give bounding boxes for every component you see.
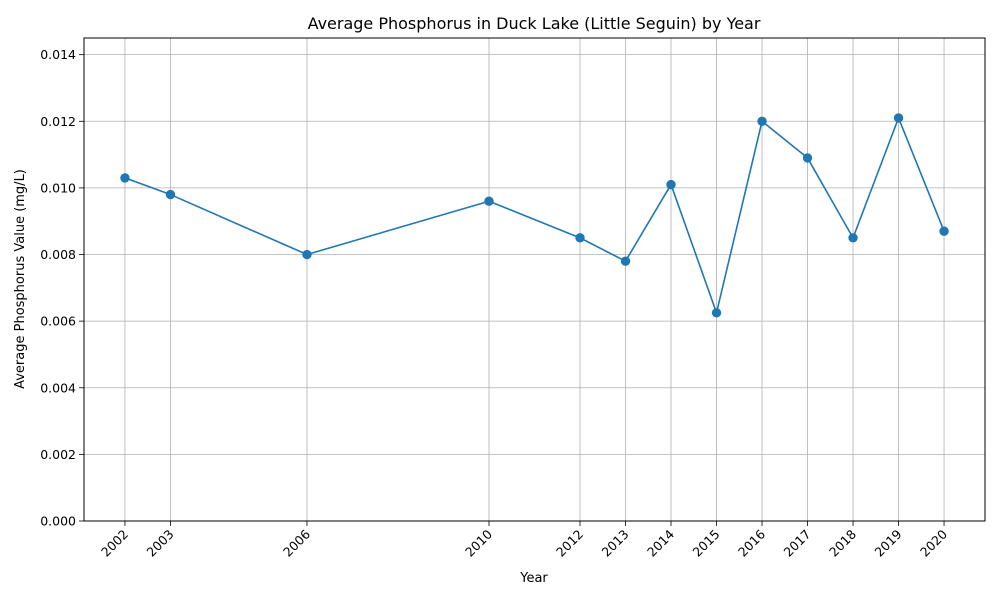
x-tick-label: 2010 xyxy=(462,526,495,559)
data-point-2002 xyxy=(120,173,130,183)
x-tick-label: 2015 xyxy=(690,527,723,560)
x-tick-label: 2013 xyxy=(599,527,632,560)
x-tick-label: 2018 xyxy=(826,526,859,559)
data-point-2018 xyxy=(848,233,858,243)
chart-title: Average Phosphorus in Duck Lake (Little … xyxy=(308,14,761,33)
x-axis: 2002 2003 2006 2010 2012 2013 2014 2015 2016 2017… xyxy=(98,521,950,560)
series-line xyxy=(124,117,945,314)
data-point-2017 xyxy=(802,153,813,163)
data-point-2012 xyxy=(575,233,585,243)
y-axis-label: Average Phosphorus Value (mg/L) xyxy=(13,169,28,389)
plot-frame xyxy=(83,37,986,522)
data-point-2020 xyxy=(939,226,949,236)
data-point-2019 xyxy=(893,113,904,123)
y-tick-label: 0.000 xyxy=(40,514,76,529)
data-point-2015 xyxy=(711,308,722,318)
x-tick-label: 2016 xyxy=(735,526,768,559)
data-point-2016 xyxy=(757,116,767,126)
data-point-2013 xyxy=(620,256,631,266)
x-tick-label: 2012 xyxy=(553,527,586,560)
y-axis: 0.000 0.002 0.004 0.006 0.008 0.010 0.012 0.014 xyxy=(40,47,84,529)
y-tick-label: 0.004 xyxy=(40,380,76,395)
y-tick-label: 0.010 xyxy=(40,180,76,195)
y-tick-label: 0.014 xyxy=(40,47,76,62)
x-tick-label: 2003 xyxy=(143,527,176,560)
y-tick-label: 0.006 xyxy=(40,314,76,329)
x-tick-label: 2017 xyxy=(781,527,814,560)
x-tick-label: 2006 xyxy=(280,526,313,559)
y-tick-label: 0.012 xyxy=(40,114,76,129)
x-tick-label: 2019 xyxy=(872,526,905,559)
x-tick-label: 2020 xyxy=(917,526,950,559)
x-tick-label: 2002 xyxy=(98,527,131,560)
data-point-2014 xyxy=(666,179,676,190)
x-axis-label: Year xyxy=(519,571,548,586)
y-tick-label: 0.002 xyxy=(40,447,76,462)
x-tick-label: 2014 xyxy=(644,526,677,559)
plot-area xyxy=(120,113,949,318)
data-point-2006 xyxy=(302,249,312,260)
data-point-2003 xyxy=(165,189,176,200)
grid xyxy=(84,38,985,522)
y-tick-label: 0.008 xyxy=(40,247,76,262)
data-point-2010 xyxy=(484,196,494,206)
